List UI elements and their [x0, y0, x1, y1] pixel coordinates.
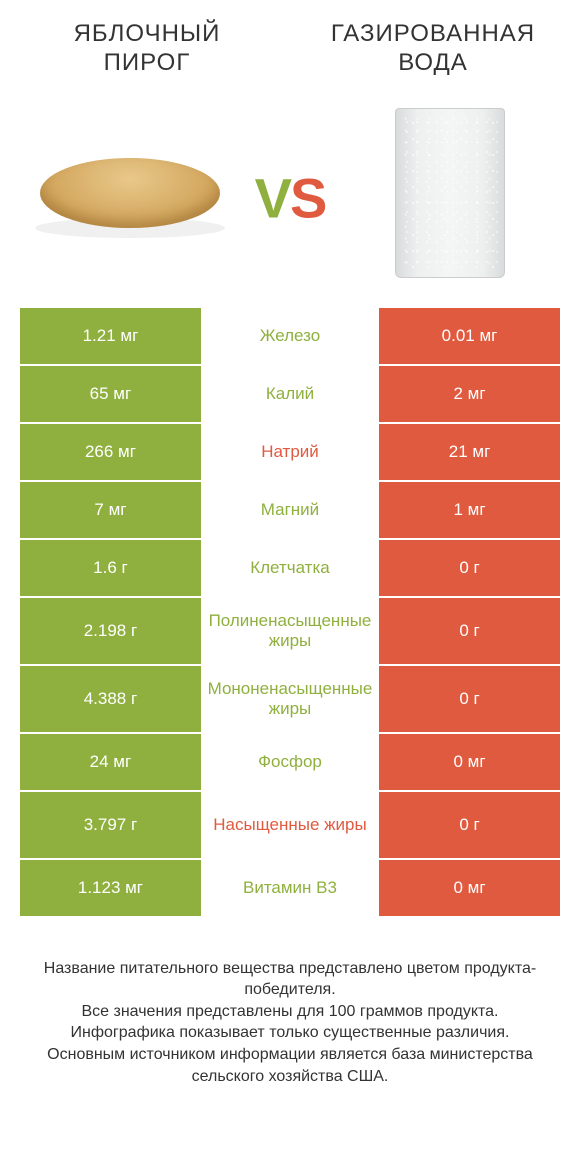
cell-nutrient-name: Фосфор: [201, 734, 379, 790]
cell-nutrient-name: Магний: [201, 482, 379, 538]
cell-nutrient-name: Натрий: [201, 424, 379, 480]
footer-line: Основным источником информации является …: [30, 1044, 550, 1087]
table-row: 7 мгМагний1 мг: [20, 482, 560, 538]
header: ЯБЛОЧНЫЙ ПИРОГ ГАЗИРОВАННАЯ ВОДА: [0, 0, 580, 88]
cell-nutrient-name: Насыщенные жиры: [201, 792, 379, 858]
cell-nutrient-name: Мононенасыщенные жиры: [201, 666, 379, 732]
table-row: 24 мгФосфор0 мг: [20, 734, 560, 790]
product-left-image: [30, 103, 230, 283]
image-row: VS: [0, 88, 580, 308]
cell-right-value: 0 г: [379, 598, 560, 664]
cell-right-value: 0 г: [379, 792, 560, 858]
cell-left-value: 3.797 г: [20, 792, 201, 858]
vs-label: VS: [255, 165, 326, 230]
table-row: 4.388 гМононенасыщенные жиры0 г: [20, 666, 560, 732]
footer-line: Все значения представлены для 100 граммо…: [30, 1001, 550, 1023]
table-row: 65 мгКалий2 мг: [20, 366, 560, 422]
footer-note: Название питательного вещества представл…: [0, 918, 580, 1088]
cell-right-value: 0.01 мг: [379, 308, 560, 364]
pie-icon: [40, 158, 220, 228]
cell-nutrient-name: Витамин B3: [201, 860, 379, 916]
cell-right-value: 1 мг: [379, 482, 560, 538]
glass-icon: [395, 108, 505, 278]
vs-s: S: [290, 166, 325, 229]
table-row: 1.123 мгВитамин B30 мг: [20, 860, 560, 916]
cell-left-value: 266 мг: [20, 424, 201, 480]
cell-left-value: 7 мг: [20, 482, 201, 538]
table-row: 1.21 мгЖелезо0.01 мг: [20, 308, 560, 364]
cell-right-value: 0 г: [379, 540, 560, 596]
cell-left-value: 1.6 г: [20, 540, 201, 596]
table-row: 2.198 гПолиненасыщенные жиры0 г: [20, 598, 560, 664]
product-left-title: ЯБЛОЧНЫЙ ПИРОГ: [30, 20, 264, 78]
cell-right-value: 0 мг: [379, 860, 560, 916]
cell-nutrient-name: Калий: [201, 366, 379, 422]
table-row: 3.797 гНасыщенные жиры0 г: [20, 792, 560, 858]
table-row: 266 мгНатрий21 мг: [20, 424, 560, 480]
footer-line: Инфографика показывает только существенн…: [30, 1022, 550, 1044]
cell-left-value: 4.388 г: [20, 666, 201, 732]
table-row: 1.6 гКлетчатка0 г: [20, 540, 560, 596]
cell-nutrient-name: Клетчатка: [201, 540, 379, 596]
cell-right-value: 2 мг: [379, 366, 560, 422]
cell-left-value: 65 мг: [20, 366, 201, 422]
cell-left-value: 2.198 г: [20, 598, 201, 664]
cell-right-value: 0 мг: [379, 734, 560, 790]
cell-left-value: 1.21 мг: [20, 308, 201, 364]
cell-right-value: 21 мг: [379, 424, 560, 480]
cell-left-value: 24 мг: [20, 734, 201, 790]
comparison-table: 1.21 мгЖелезо0.01 мг65 мгКалий2 мг266 мг…: [0, 308, 580, 916]
cell-nutrient-name: Железо: [201, 308, 379, 364]
footer-line: Название питательного вещества представл…: [30, 958, 550, 1001]
cell-right-value: 0 г: [379, 666, 560, 732]
vs-v: V: [255, 166, 290, 229]
product-right-title: ГАЗИРОВАННАЯ ВОДА: [316, 20, 550, 78]
cell-nutrient-name: Полиненасыщенные жиры: [201, 598, 379, 664]
cell-left-value: 1.123 мг: [20, 860, 201, 916]
product-right-image: [350, 103, 550, 283]
